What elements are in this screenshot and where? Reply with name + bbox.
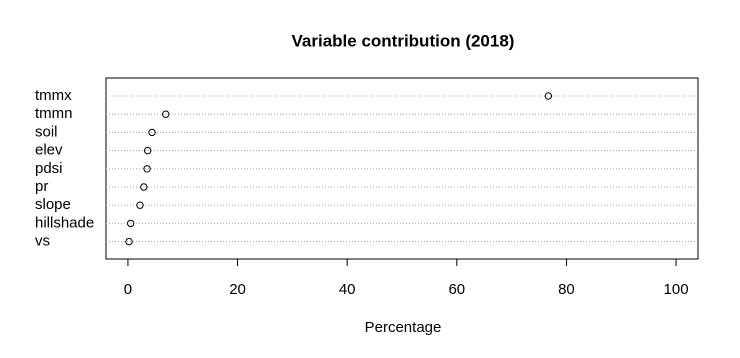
x-tick-label: 40 — [339, 281, 356, 298]
dot — [136, 201, 144, 209]
dot — [162, 110, 170, 118]
dot — [126, 219, 135, 228]
y-tick-label: tmmx — [35, 87, 72, 104]
y-tick-label: pdsi — [35, 160, 63, 177]
x-tick-label: 60 — [448, 281, 465, 298]
y-tick-label: vs — [35, 233, 50, 250]
x-axis-label: Percentage — [365, 319, 442, 336]
dot — [125, 237, 133, 246]
y-tick-label: pr — [35, 178, 48, 195]
x-tick-label: 100 — [664, 281, 689, 298]
y-tick-label: soil — [35, 123, 58, 140]
dot — [148, 128, 156, 137]
y-tick-label: tmmn — [35, 105, 73, 122]
dot — [140, 183, 148, 191]
chart-title: Variable contribution (2018) — [292, 31, 515, 50]
dot — [544, 92, 553, 100]
x-tick-label: 0 — [124, 281, 132, 298]
y-tick-label: slope — [35, 196, 71, 213]
y-tick-label: elev — [35, 142, 63, 159]
dot — [143, 146, 152, 155]
plot-frame — [105, 77, 699, 260]
x-tick-label: 80 — [558, 281, 575, 298]
y-tick-label: hillshade — [35, 214, 94, 231]
x-tick-label: 20 — [229, 281, 246, 298]
dot — [143, 165, 151, 173]
